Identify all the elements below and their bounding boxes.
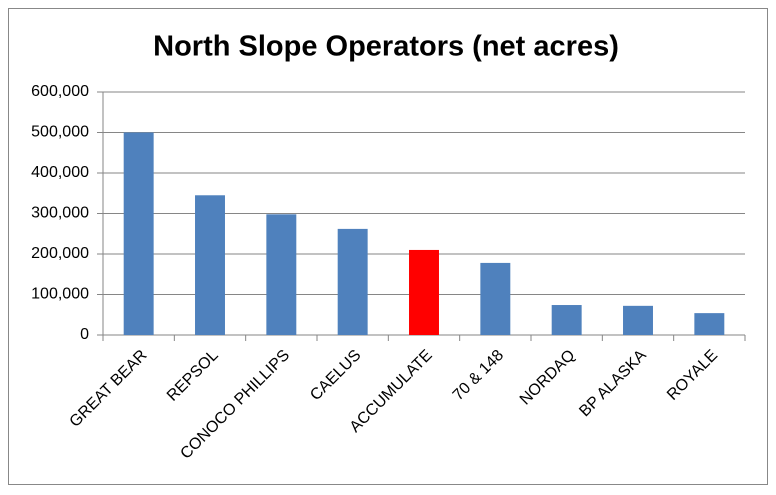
y-tick-label: 600,000 xyxy=(31,83,89,100)
bar xyxy=(409,249,439,335)
bar xyxy=(266,214,297,335)
bar xyxy=(551,305,582,335)
chart-border xyxy=(8,8,768,485)
y-tick-label: 500,000 xyxy=(31,124,89,141)
y-tick-label: 200,000 xyxy=(31,245,89,262)
bar xyxy=(123,132,154,335)
y-tick-label: 0 xyxy=(80,326,89,343)
bar xyxy=(337,228,368,335)
chart-title: North Slope Operators (net acres) xyxy=(153,31,619,63)
y-tick-label: 400,000 xyxy=(31,164,89,181)
bar xyxy=(623,305,653,335)
bar xyxy=(694,313,725,335)
bar xyxy=(480,262,511,335)
y-tick-label: 100,000 xyxy=(31,286,89,303)
y-tick-label: 300,000 xyxy=(31,205,89,222)
bar xyxy=(195,195,225,335)
